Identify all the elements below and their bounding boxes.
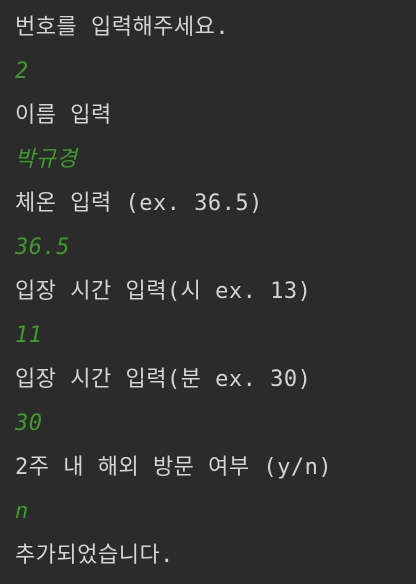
prompt-overseas-visit: 2주 내 해외 방문 여부 (y/n): [15, 455, 333, 480]
confirmation-message: 추가되었습니다.: [15, 543, 174, 568]
user-input-entry-hour: 11: [15, 323, 43, 348]
user-input-overseas-visit: n: [15, 499, 29, 524]
prompt-entry-minute: 입장 시간 입력(분 ex. 30): [15, 367, 312, 392]
prompt-enter-name: 이름 입력: [15, 103, 112, 128]
prompt-entry-hour: 입장 시간 입력(시 ex. 13): [15, 279, 312, 304]
prompt-enter-number: 번호를 입력해주세요.: [15, 15, 230, 40]
user-input-number: 2: [15, 59, 29, 84]
prompt-enter-temperature: 체온 입력 (ex. 36.5): [15, 191, 263, 216]
user-input-temperature: 36.5: [15, 235, 70, 260]
user-input-name: 박규경: [15, 147, 78, 172]
user-input-entry-minute: 30: [15, 411, 43, 436]
